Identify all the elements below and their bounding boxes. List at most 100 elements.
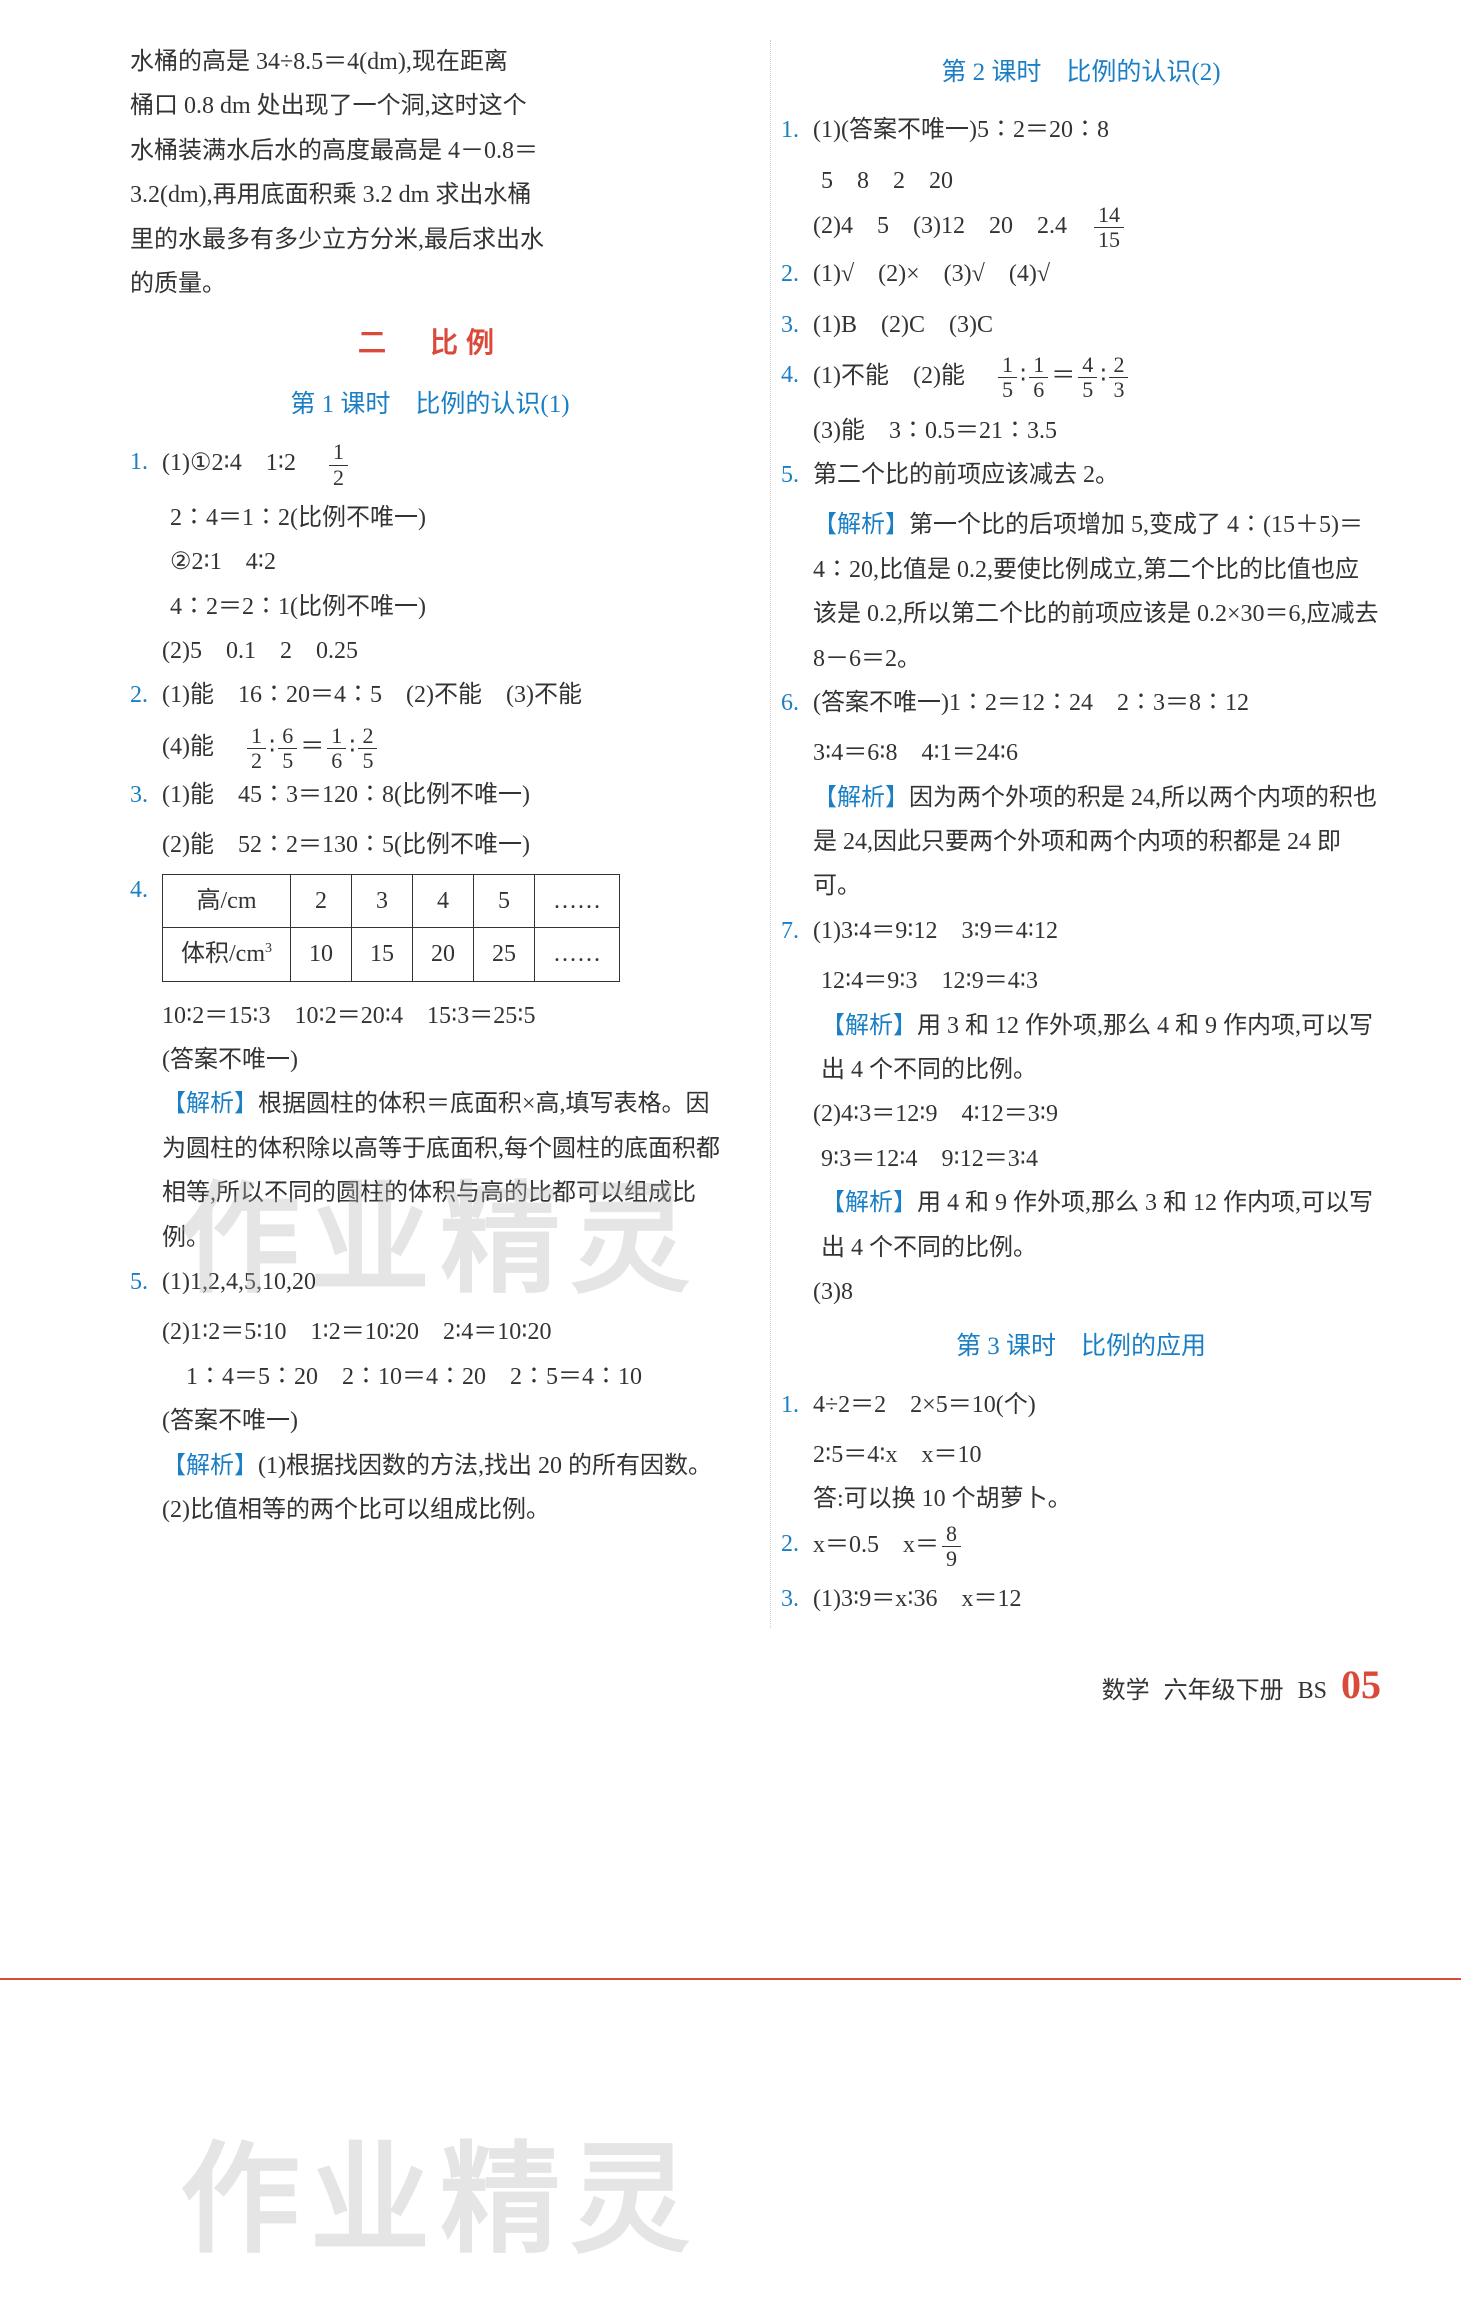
question-number: 6. xyxy=(781,681,813,725)
lesson-2-title: 第 2 课时 比例的认识(2) xyxy=(781,50,1381,96)
question-1: 1. (1)①2∶4 1∶2 12 xyxy=(130,440,730,489)
question-body: (1)不能 (2)能 15∶16＝45∶23 xyxy=(813,353,1381,402)
analysis-block: 【解析】用 4 和 9 作外项,那么 3 和 12 作内项,可以写出 4 个不同… xyxy=(821,1181,1381,1270)
data-table: 高/cm 2 3 4 5 …… 体积/cm3 10 15 20 25 …… xyxy=(162,874,620,982)
question-number: 4. xyxy=(130,868,162,988)
question-number: 7. xyxy=(781,909,813,953)
analysis-tag: 【解析】 xyxy=(813,512,909,538)
question-number: 5. xyxy=(130,1260,162,1304)
sub-line: (4)能 12∶65＝16∶25 xyxy=(162,724,730,773)
fraction: 65 xyxy=(278,724,297,773)
l3-question-1: 1. 4÷2＝2 2×5＝10(个) xyxy=(781,1383,1381,1427)
question-number: 3. xyxy=(781,303,813,347)
sub-line: (2)1∶2＝5∶10 1∶2＝10∶20 2∶4＝10∶20 xyxy=(162,1310,730,1354)
question-body: (1)√ (2)× (3)√ (4)√ xyxy=(813,252,1381,296)
question-2: 2. (1)√ (2)× (3)√ (4)√ xyxy=(781,252,1381,296)
footer-grade: 六年级下册 xyxy=(1164,1669,1284,1713)
question-2: 2. (1)能 16∶20＝4∶5 (2)不能 (3)不能 xyxy=(130,673,730,717)
question-number: 2. xyxy=(781,252,813,296)
table-cell: 20 xyxy=(413,928,474,981)
right-column: 第 2 课时 比例的认识(2) 1. (1)(答案不唯一)5∶2＝20∶8 5 … xyxy=(770,40,1381,1628)
question-number: 5. xyxy=(781,453,813,497)
question-3: 3. (1)B (2)C (3)C xyxy=(781,303,1381,347)
intro-line: 3.2(dm),再用底面积乘 3.2 dm 求出水桶 xyxy=(130,173,730,217)
table-cell: 15 xyxy=(352,928,413,981)
left-column: 水桶的高是 34÷8.5＝4(dm),现在距离 桶口 0.8 dm 处出现了一个… xyxy=(130,40,740,1628)
table-cell: …… xyxy=(535,874,620,927)
question-number: 1. xyxy=(781,1383,813,1427)
question-body: (1)能 16∶20＝4∶5 (2)不能 (3)不能 xyxy=(162,673,730,717)
question-5: 5. (1)1,2,4,5,10,20 xyxy=(130,1260,730,1304)
text: (1)①2∶4 1∶2 xyxy=(162,451,320,477)
page-columns: 水桶的高是 34÷8.5＝4(dm),现在距离 桶口 0.8 dm 处出现了一个… xyxy=(130,40,1381,1628)
text: x＝0.5 x＝ xyxy=(813,1532,939,1558)
question-body: 高/cm 2 3 4 5 …… 体积/cm3 10 15 20 25 …… xyxy=(162,868,730,988)
fraction: 23 xyxy=(1109,353,1128,402)
question-number: 2. xyxy=(781,1522,813,1571)
table-cell: 2 xyxy=(291,874,352,927)
table-cell: 25 xyxy=(474,928,535,981)
intro-line: 桶口 0.8 dm 处出现了一个洞,这时这个 xyxy=(130,84,730,128)
sub-line: 3∶4＝6∶8 4∶1＝24∶6 xyxy=(813,731,1381,775)
question-4: 4. 高/cm 2 3 4 5 …… 体积/cm3 10 15 xyxy=(130,868,730,988)
sub-line: (答案不唯一) xyxy=(162,1038,730,1082)
analysis-tag: 【解析】 xyxy=(821,1013,917,1039)
sub-line: (3)能 3∶0.5＝21∶3.5 xyxy=(813,409,1381,453)
question-7: 7. (1)3∶4＝9∶12 3∶9＝4∶12 xyxy=(781,909,1381,953)
sub-line: (2)4 5 (3)12 20 2.4 1415 xyxy=(813,203,1381,252)
fraction: 16 xyxy=(1029,353,1048,402)
text: (2)4 5 (3)12 20 2.4 xyxy=(813,213,1091,239)
analysis-tag: 【解析】 xyxy=(813,785,909,811)
question-body: 第二个比的前项应该减去 2。 xyxy=(813,453,1381,497)
watermark: 作业精灵 xyxy=(180,2090,700,2312)
question-number: 2. xyxy=(130,673,162,717)
analysis-block: 【解析】因为两个外项的积是 24,所以两个内项的积也是 24,因此只要两个外项和… xyxy=(813,776,1381,909)
question-5: 5. 第二个比的前项应该减去 2。 xyxy=(781,453,1381,497)
table-cell: 体积/cm3 xyxy=(163,928,291,981)
sub-line: 12∶4＝9∶3 12∶9＝4∶3 xyxy=(821,959,1381,1003)
sub-line: 答:可以换 10 个胡萝卜。 xyxy=(813,1477,1381,1521)
sub-line: (2)能 52∶2＝130∶5(比例不唯一) xyxy=(162,823,730,867)
sub-line: (答案不唯一) xyxy=(162,1399,730,1443)
question-number: 4. xyxy=(781,353,813,402)
fraction: 16 xyxy=(327,724,346,773)
intro-line: 的质量。 xyxy=(130,262,730,306)
l3-question-3: 3. (1)3∶9＝x∶36 x＝12 xyxy=(781,1577,1381,1621)
text: (4)能 xyxy=(162,734,238,760)
page-number: 05 xyxy=(1341,1648,1381,1722)
table-row: 高/cm 2 3 4 5 …… xyxy=(163,874,620,927)
sub-line: 10∶2＝15∶3 10∶2＝20∶4 15∶3＝25∶5 xyxy=(162,994,730,1038)
question-body: (1)能 45∶3＝120∶8(比例不唯一) xyxy=(162,773,730,817)
fraction: 25 xyxy=(358,724,377,773)
table-cell: 高/cm xyxy=(163,874,291,927)
intro-line: 水桶装满水后水的高度最高是 4－0.8＝ xyxy=(130,129,730,173)
fraction: 89 xyxy=(942,1522,961,1571)
fraction: 45 xyxy=(1078,353,1097,402)
text: (1)不能 (2)能 xyxy=(813,363,989,389)
analysis-tag: 【解析】 xyxy=(162,1091,258,1117)
question-body: (1)(答案不唯一)5∶2＝20∶8 xyxy=(813,108,1381,152)
analysis-block: 【解析】用 3 和 12 作外项,那么 4 和 9 作内项,可以写出 4 个不同… xyxy=(821,1004,1381,1093)
question-body: (1)3∶9＝x∶36 x＝12 xyxy=(813,1577,1381,1621)
sub-line: 4∶2＝2∶1(比例不唯一) xyxy=(170,585,730,629)
table-cell: …… xyxy=(535,928,620,981)
question-body: (1)B (2)C (3)C xyxy=(813,303,1381,347)
table-cell: 5 xyxy=(474,874,535,927)
sub-line: 2∶5＝4∶x x＝10 xyxy=(813,1433,1381,1477)
sub-line: 2∶4＝1∶2(比例不唯一) xyxy=(170,496,730,540)
section-title: 二 比例 xyxy=(130,318,730,370)
question-number: 3. xyxy=(781,1577,813,1621)
question-body: (答案不唯一)1∶2＝12∶24 2∶3＝8∶12 xyxy=(813,681,1381,725)
table-cell: 3 xyxy=(352,874,413,927)
fraction: 15 xyxy=(998,353,1017,402)
lesson-1-title: 第 1 课时 比例的认识(1) xyxy=(130,382,730,428)
table-cell: 4 xyxy=(413,874,474,927)
sub-line: 5 8 2 20 xyxy=(821,159,1381,203)
question-body: (1)①2∶4 1∶2 12 xyxy=(162,440,730,489)
fraction: 1415 xyxy=(1094,203,1124,252)
fraction: 12 xyxy=(247,724,266,773)
page-footer: 数学 六年级下册 BS 05 xyxy=(130,1648,1381,1722)
analysis-block: 【解析】(1)根据找因数的方法,找出 20 的所有因数。(2)比值相等的两个比可… xyxy=(162,1444,730,1533)
footer-version: BS xyxy=(1298,1669,1327,1713)
question-6: 6. (答案不唯一)1∶2＝12∶24 2∶3＝8∶12 xyxy=(781,681,1381,725)
